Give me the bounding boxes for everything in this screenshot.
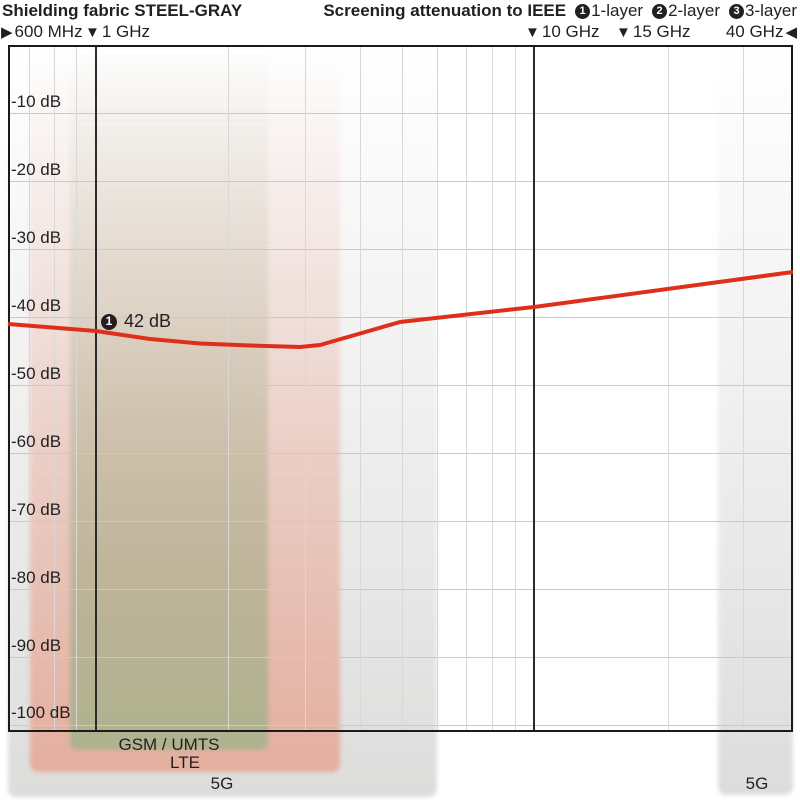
axis-line-10ghz bbox=[533, 45, 535, 732]
legend-item-label: 3-layer bbox=[745, 1, 797, 20]
gridline-h bbox=[8, 113, 793, 114]
band-label-5g-low: 5G bbox=[210, 774, 234, 793]
gridline-h bbox=[8, 589, 793, 590]
band-label-gsm-umts: GSM / UMTS bbox=[118, 735, 220, 754]
band-label-5g-high: 5G bbox=[745, 774, 769, 793]
gridline-h bbox=[8, 725, 793, 726]
arrow-down-icon: ▼ bbox=[616, 23, 631, 41]
chart-legend: Screening attenuation to IEEE 1 1-layer … bbox=[323, 1, 797, 21]
band-gsm-umts bbox=[70, 45, 268, 750]
y-tick-label: -80 dB bbox=[11, 568, 62, 587]
gridline-v bbox=[29, 45, 30, 732]
gridline-v bbox=[54, 45, 55, 732]
y-tick-label: -90 dB bbox=[11, 636, 62, 655]
band-5g-high bbox=[718, 45, 793, 795]
circled-1-icon: 1 bbox=[575, 3, 591, 19]
legend-item-2layer: 2 2-layer bbox=[652, 1, 720, 21]
circled-3-icon: 3 bbox=[729, 3, 745, 19]
circled-1-icon: 1 bbox=[101, 313, 117, 330]
gridline-h bbox=[8, 385, 793, 386]
arrow-down-icon: ▼ bbox=[85, 23, 100, 41]
y-tick-label: -40 dB bbox=[11, 296, 62, 315]
y-tick-label: -10 dB bbox=[11, 92, 62, 111]
gridline-v bbox=[76, 45, 77, 732]
y-tick-label: -50 dB bbox=[11, 364, 62, 383]
y-tick-label: -30 dB bbox=[11, 228, 62, 247]
gridline-v bbox=[515, 45, 516, 732]
gridline-v bbox=[402, 45, 403, 732]
circled-2-icon: 2 bbox=[652, 3, 668, 19]
band-label-lte: LTE bbox=[170, 753, 200, 772]
freq-label-40ghz: 40 GHz ◀ bbox=[725, 22, 797, 41]
gridline-h bbox=[8, 249, 793, 250]
gridline-v bbox=[668, 45, 669, 732]
gridline-v bbox=[437, 45, 438, 732]
legend-item-label: 1-layer bbox=[591, 1, 644, 20]
arrow-left-icon: ◀ bbox=[785, 23, 797, 41]
y-tick-label: -60 dB bbox=[11, 432, 62, 451]
gridline-h bbox=[8, 181, 793, 182]
gridline-v bbox=[466, 45, 467, 732]
gridline-v bbox=[228, 45, 229, 732]
gridline-v bbox=[743, 45, 744, 732]
gridline-h bbox=[8, 317, 793, 318]
gridline-v bbox=[305, 45, 306, 732]
legend-item-label: 2-layer bbox=[668, 1, 721, 20]
gridline-v bbox=[360, 45, 361, 732]
gridline-v bbox=[492, 45, 493, 732]
freq-label-600mhz: ▶ 600 MHz bbox=[1, 22, 83, 41]
gridline-h bbox=[8, 453, 793, 454]
freq-label-15ghz: ▼ 15 GHz bbox=[616, 22, 691, 41]
annotation-42db: 1 42 dB bbox=[101, 311, 171, 332]
plot-border bbox=[8, 45, 793, 732]
y-tick-label: -20 dB bbox=[11, 160, 62, 179]
freq-label-10ghz: ▼ 10 GHz bbox=[525, 22, 600, 41]
legend-item-3layer: 3 3-layer bbox=[729, 1, 797, 21]
axis-line-1ghz bbox=[95, 45, 97, 732]
page-title: Shielding fabric STEEL-GRAY bbox=[2, 1, 243, 20]
arrow-right-icon: ▶ bbox=[1, 23, 13, 41]
arrow-down-icon: ▼ bbox=[525, 23, 540, 41]
y-tick-label: -70 dB bbox=[11, 500, 62, 519]
gridline-h bbox=[8, 521, 793, 522]
legend-title: Screening attenuation to IEEE bbox=[323, 1, 567, 20]
annotation-value: 42 dB bbox=[124, 311, 172, 331]
y-tick-label: -100 dB bbox=[11, 703, 71, 722]
legend-item-1layer: 1 1-layer bbox=[575, 1, 643, 21]
gridline-h bbox=[8, 657, 793, 658]
freq-label-1ghz: ▼ 1 GHz bbox=[85, 22, 151, 41]
